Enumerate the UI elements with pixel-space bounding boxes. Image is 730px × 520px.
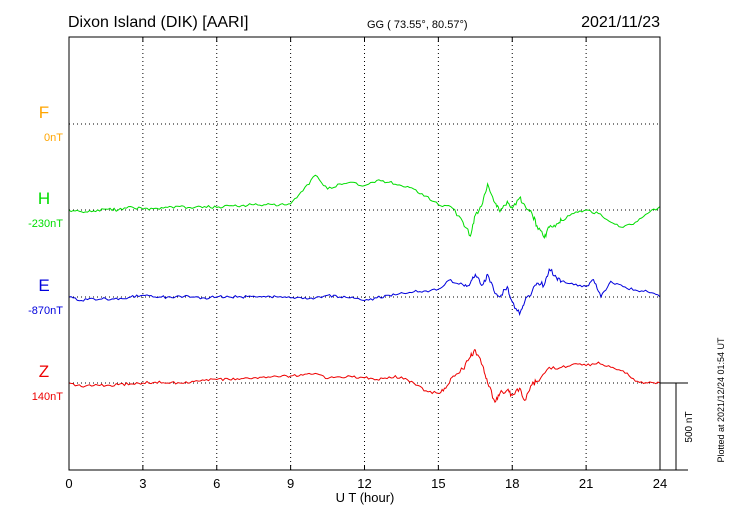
series-name-z: Z — [39, 362, 49, 381]
series-baseline-z: 140nT — [32, 391, 63, 403]
x-tick-label: 21 — [579, 476, 593, 491]
x-tick-label: 3 — [139, 476, 146, 491]
x-tick-label: 12 — [357, 476, 371, 491]
x-axis-ticks: 0 3 6 9 12 15 18 21 24 — [65, 37, 667, 491]
scale-bar-label: 500 nT — [684, 411, 695, 442]
x-tick-label: 0 — [65, 476, 72, 491]
x-tick-label: 9 — [287, 476, 294, 491]
x-tick-label: 6 — [213, 476, 220, 491]
plotted-timestamp: Plotted at 2021/12/24 01:54 UT — [716, 337, 726, 463]
series-name-f: F — [39, 103, 49, 122]
series-labels: F 0nT H -230nT E -870nT Z 140nT — [28, 103, 63, 403]
series-name-e: E — [38, 276, 49, 295]
series-line-e — [68, 268, 661, 317]
grid-lines — [69, 37, 660, 470]
x-tick-label: 15 — [431, 476, 445, 491]
station-coordinates: GG ( 73.55°, 80.57°) — [367, 19, 468, 31]
x-tick-label: 24 — [653, 476, 667, 491]
data-series — [68, 174, 661, 404]
series-line-h — [68, 174, 661, 240]
scale-bar: 500 nT — [660, 382, 695, 471]
x-axis-label: U T (hour) — [336, 490, 395, 505]
chart-title: Dixon Island (DIK) [AARI] — [68, 14, 249, 31]
series-baseline-h: -230nT — [28, 218, 63, 230]
chart-date: 2021/11/23 — [581, 14, 660, 31]
series-line-z — [68, 349, 661, 404]
series-baseline-e: -870nT — [28, 305, 63, 317]
series-baseline-f: 0nT — [44, 132, 63, 144]
x-tick-label: 18 — [505, 476, 519, 491]
series-name-h: H — [38, 189, 50, 208]
